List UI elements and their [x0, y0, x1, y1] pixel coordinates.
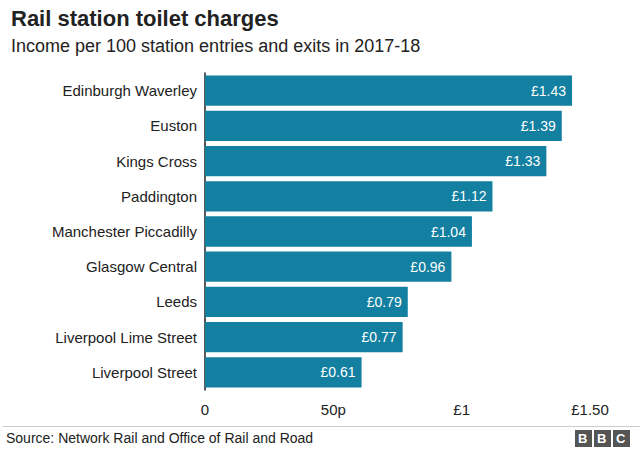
svg-text:Manchester Piccadilly: Manchester Piccadilly	[52, 223, 198, 240]
svg-text:£0.61: £0.61	[321, 364, 356, 380]
svg-text:£1.43: £1.43	[531, 83, 566, 99]
svg-text:50p: 50p	[321, 401, 346, 418]
svg-text:Glasgow Central: Glasgow Central	[86, 258, 197, 275]
svg-text:£1.12: £1.12	[451, 188, 486, 204]
svg-text:B: B	[578, 431, 587, 446]
svg-text:Liverpool Lime Street: Liverpool Lime Street	[55, 329, 198, 346]
svg-text:£1.50: £1.50	[571, 401, 609, 418]
svg-text:£0.79: £0.79	[367, 294, 402, 310]
svg-text:Leeds: Leeds	[156, 293, 197, 310]
svg-text:B: B	[597, 431, 606, 446]
svg-text:Liverpool Street: Liverpool Street	[92, 364, 198, 381]
svg-text:Euston: Euston	[150, 117, 197, 134]
svg-text:£1.39: £1.39	[521, 118, 556, 134]
svg-text:£1: £1	[453, 401, 470, 418]
svg-text:Paddington: Paddington	[121, 188, 197, 205]
svg-text:£0.77: £0.77	[362, 329, 397, 345]
svg-text:Kings Cross: Kings Cross	[116, 153, 197, 170]
svg-text:Income per 100 station entries: Income per 100 station entries and exits…	[11, 36, 420, 56]
svg-text:Edinburgh Waverley: Edinburgh Waverley	[62, 82, 197, 99]
svg-text:£0.96: £0.96	[410, 259, 445, 275]
svg-text:C: C	[616, 431, 626, 446]
svg-text:£1.33: £1.33	[505, 153, 540, 169]
svg-text:£1.04: £1.04	[431, 224, 466, 240]
svg-text:Source: Network Rail and Offic: Source: Network Rail and Office of Rail …	[6, 430, 313, 446]
svg-text:0: 0	[201, 401, 209, 418]
svg-text:Rail station toilet charges: Rail station toilet charges	[11, 6, 279, 31]
